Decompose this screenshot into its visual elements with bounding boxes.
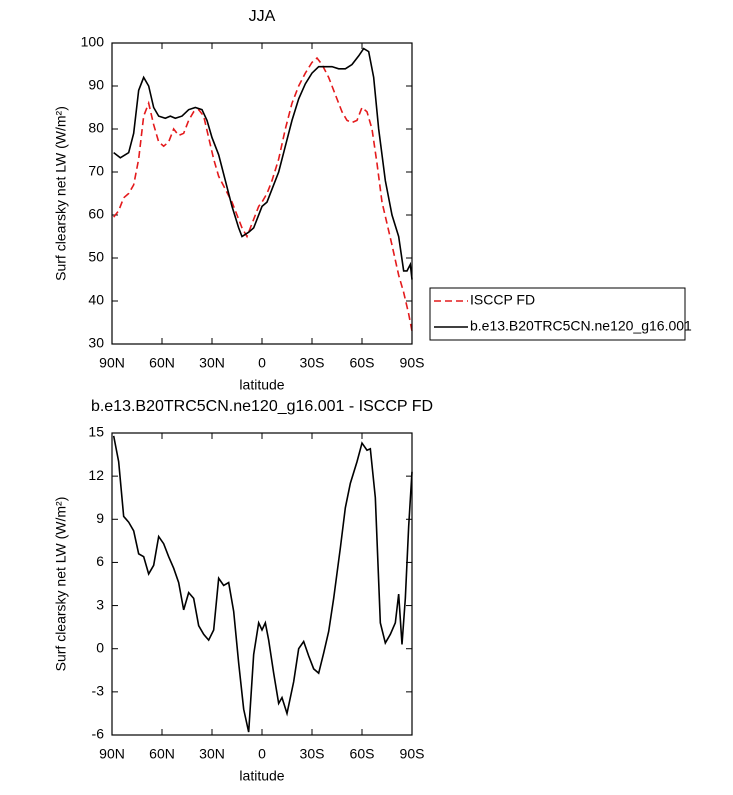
- x-tick-label: 30N: [199, 355, 225, 371]
- x-tick-label: 0: [258, 746, 266, 762]
- y-tick-label: 60: [88, 206, 104, 222]
- y-tick-label: 70: [88, 163, 104, 179]
- y-tick-label: 100: [81, 34, 105, 50]
- y-tick-label: 12: [88, 467, 104, 483]
- y-tick-label: 3: [96, 596, 104, 612]
- y-tick-label: -3: [92, 683, 105, 699]
- y-tick-label: 30: [88, 335, 104, 351]
- y-tick-label: 80: [88, 120, 104, 136]
- data-line: [112, 435, 413, 733]
- plot-frame: [111, 42, 413, 345]
- x-tick-label: 60N: [149, 746, 175, 762]
- x-tick-label: 0: [258, 355, 266, 371]
- y-tick-label: -6: [92, 726, 105, 742]
- x-tick-label: 90S: [400, 355, 425, 371]
- y-tick-label: 9: [96, 510, 104, 526]
- y-tick-label: 90: [88, 77, 104, 93]
- chart-title: JJA: [249, 8, 276, 25]
- y-axis-label: Surf clearsky net LW (W/m²): [53, 106, 69, 281]
- y-axis-label: Surf clearsky net LW (W/m²): [53, 497, 69, 672]
- y-tick-label: 50: [88, 249, 104, 265]
- x-tick-label: 90S: [400, 746, 425, 762]
- x-tick-label: 60S: [350, 355, 375, 371]
- x-tick-label: 60N: [149, 355, 175, 371]
- x-tick-label: 90N: [99, 355, 125, 371]
- x-axis-label: latitude: [239, 768, 284, 784]
- legend-label: b.e13.B20TRC5CN.ne120_g16.001: [470, 318, 692, 334]
- x-tick-label: 90N: [99, 746, 125, 762]
- data-line: [113, 47, 413, 280]
- data-line: [113, 56, 413, 332]
- plot-frame: [111, 432, 413, 736]
- x-tick-label: 30S: [300, 746, 325, 762]
- y-tick-label: 6: [96, 553, 104, 569]
- y-tick-label: 0: [96, 639, 104, 655]
- x-tick-label: 30N: [199, 746, 225, 762]
- legend-box: [429, 287, 686, 341]
- chart-title: b.e13.B20TRC5CN.ne120_g16.001 - ISCCP FD: [91, 398, 433, 415]
- x-axis-label: latitude: [239, 377, 284, 393]
- x-tick-label: 30S: [300, 355, 325, 371]
- y-tick-label: 15: [88, 424, 104, 440]
- y-tick-label: 40: [88, 292, 104, 308]
- legend-label: ISCCP FD: [470, 292, 535, 308]
- x-tick-label: 60S: [350, 746, 375, 762]
